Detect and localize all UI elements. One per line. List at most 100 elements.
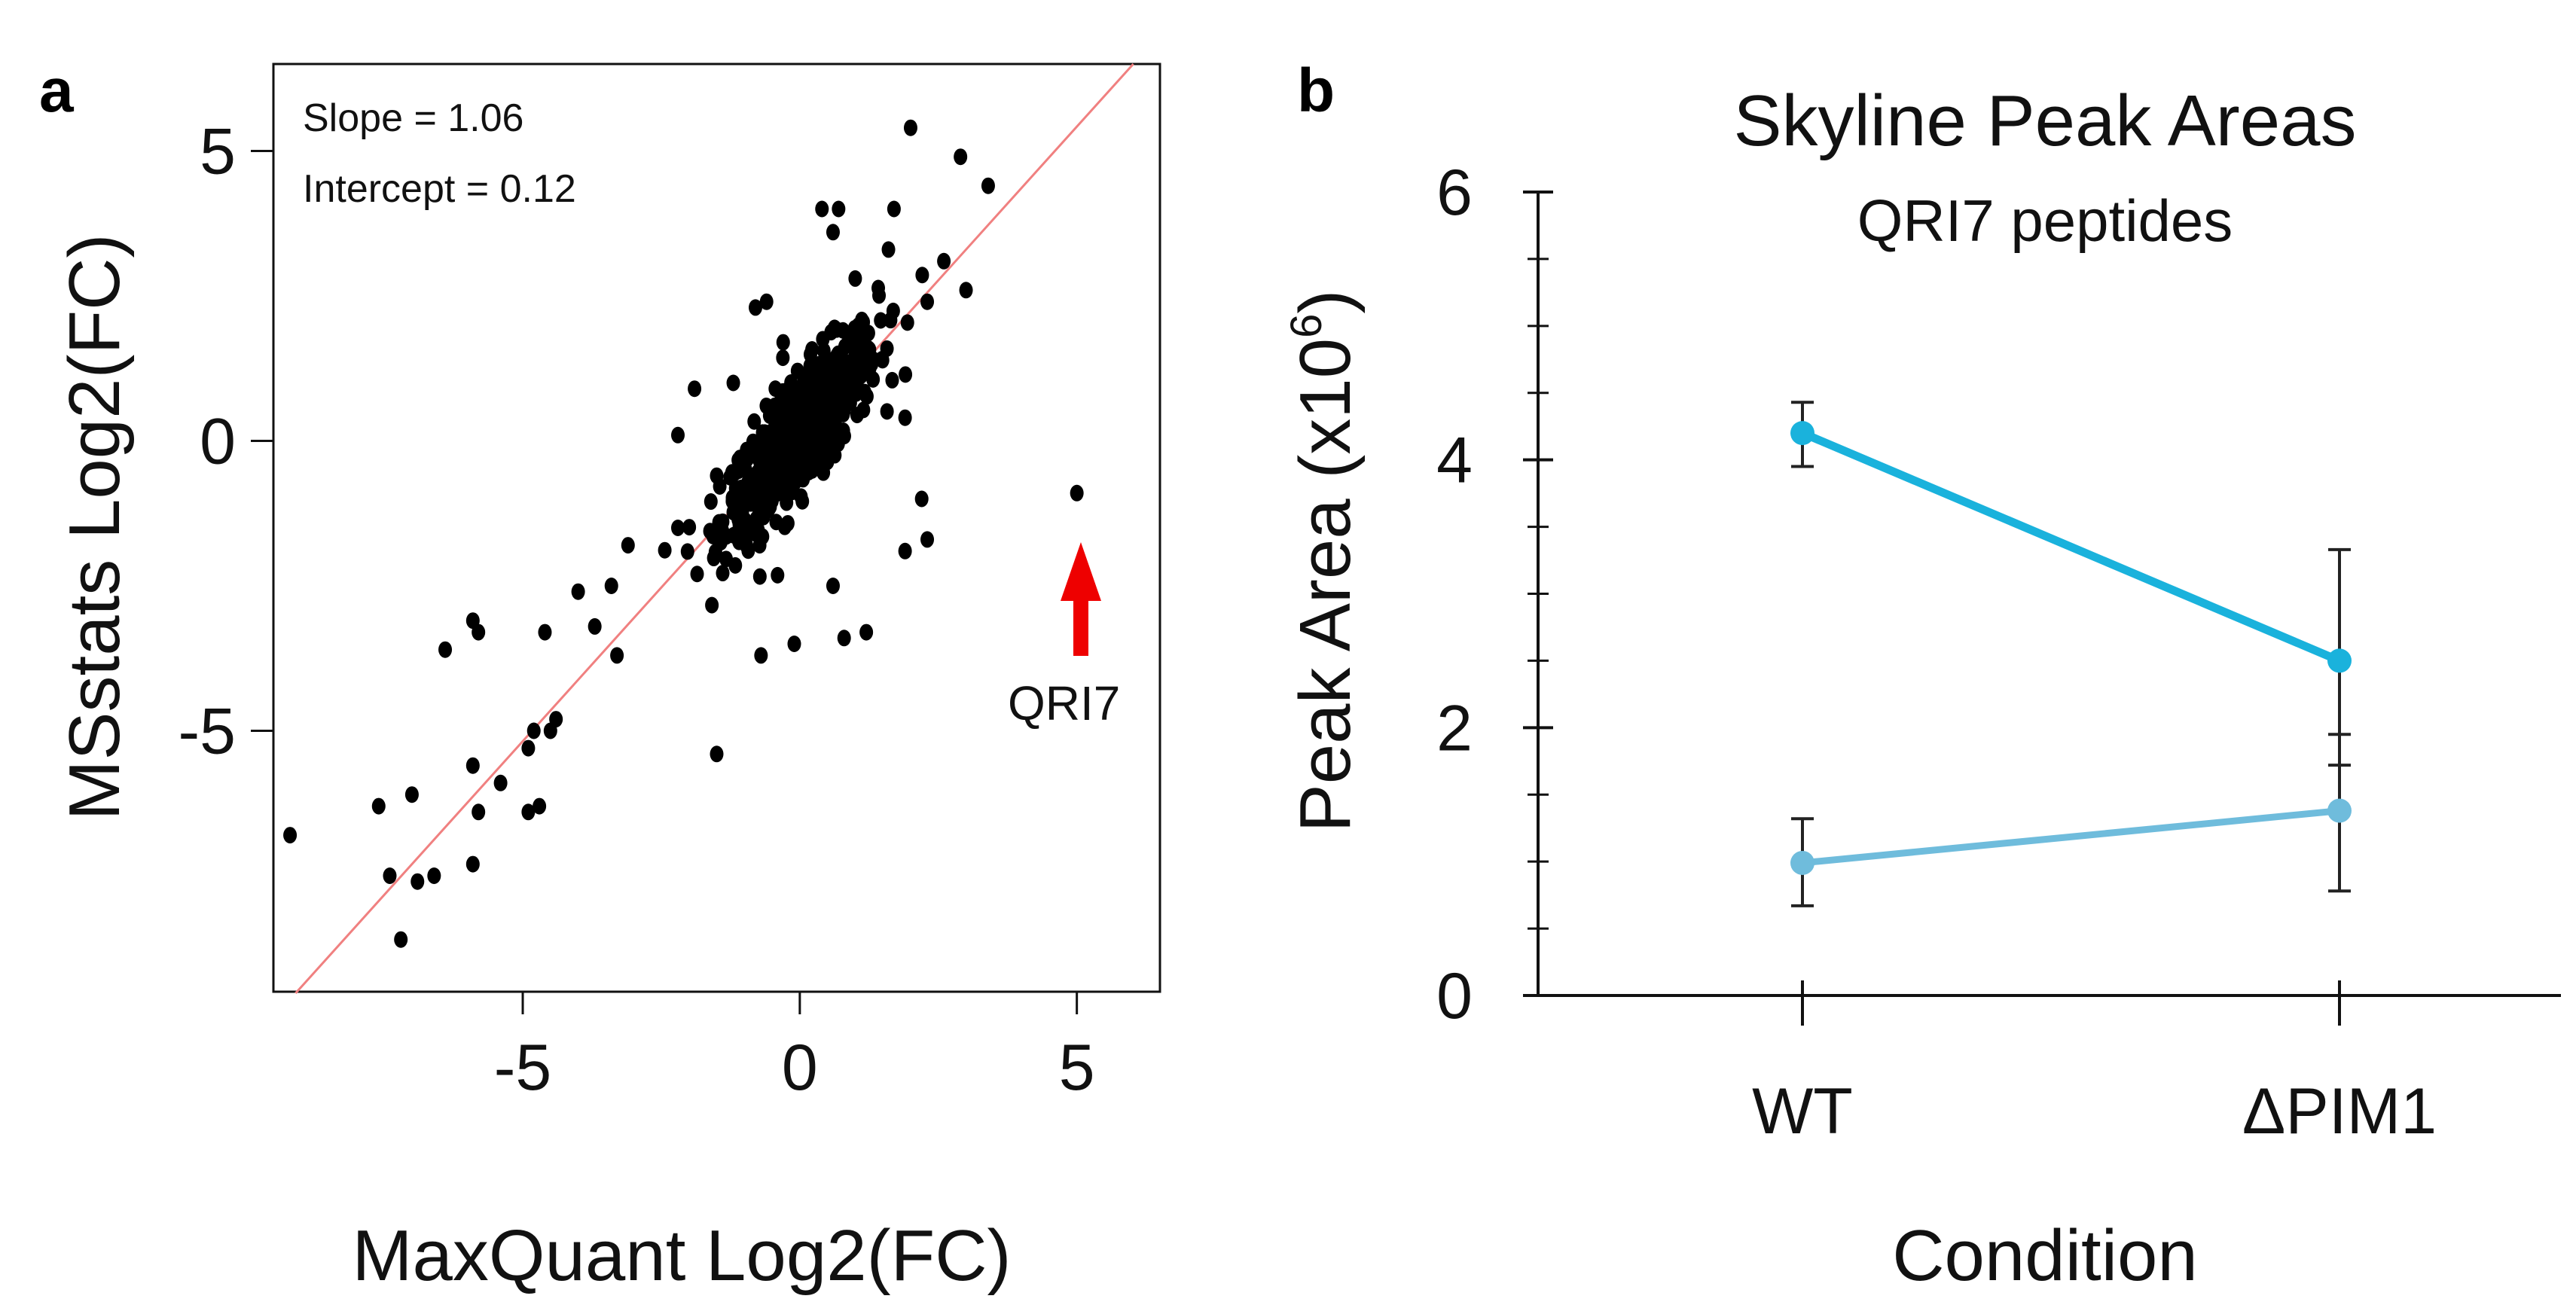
scatter-point: [465, 855, 480, 873]
plot-a-frame: [272, 63, 1161, 993]
panel-b-letter: b: [1297, 56, 1335, 125]
scatter-point: [875, 352, 890, 369]
scatter-point: [777, 407, 792, 424]
scatter-point: [748, 299, 762, 316]
y-tick-label-b: 0: [1436, 960, 1473, 1032]
scatter-point: [794, 395, 808, 413]
scatter-point: [658, 541, 672, 559]
scatter-point: [884, 312, 898, 329]
scatter-point: [832, 200, 846, 218]
qri7-label: QRI7: [1008, 676, 1120, 730]
scatter-point: [783, 480, 797, 497]
scatter-point: [716, 565, 730, 582]
scatter-point: [571, 583, 585, 600]
series-2: [1790, 733, 2352, 907]
scatter-point: [813, 355, 827, 373]
scatter-point: [283, 827, 298, 844]
chart-title-b: Skyline Peak Areas: [1733, 81, 2356, 161]
scatter-point: [898, 409, 912, 426]
scatter-point: [682, 519, 697, 536]
y-tick-label-a: -5: [179, 696, 236, 768]
scatter-point: [754, 647, 768, 664]
series-point: [1790, 850, 1814, 875]
scatter-point: [610, 647, 624, 664]
panel-b: b Skyline Peak Areas QRI7 peptides 0246 …: [1282, 56, 2561, 1296]
x-tick-label-a: 5: [1059, 1032, 1095, 1104]
scatter-point: [816, 331, 830, 348]
series-point: [2327, 798, 2352, 823]
scatter-points: [283, 119, 1084, 948]
scatter-point: [747, 413, 762, 430]
scatter-point: [837, 630, 851, 647]
scatter-point: [521, 803, 536, 821]
scatter-point: [738, 532, 752, 550]
scatter-point: [472, 803, 486, 821]
scatter-point: [789, 468, 804, 485]
scatter-point: [712, 526, 726, 543]
scatter-point: [959, 282, 973, 299]
series-point: [2327, 648, 2352, 673]
scatter-point: [690, 566, 704, 583]
scatter-point: [761, 484, 775, 502]
scatter-point: [900, 314, 914, 331]
scatter-point: [543, 722, 557, 739]
scatter-point: [856, 331, 870, 348]
scatter-point: [588, 617, 602, 635]
y-tick-label-a: 5: [200, 116, 236, 188]
scatter-point: [795, 492, 810, 510]
y-tick-label-a: 0: [200, 406, 236, 478]
scatter-point: [920, 293, 935, 310]
scatter-point: [472, 623, 486, 641]
plot-b-series: [1790, 401, 2352, 907]
scatter-point: [712, 514, 726, 531]
scatter-point: [887, 200, 901, 218]
scatter-point: [798, 419, 812, 437]
scatter-point: [826, 578, 840, 594]
scatter-point: [671, 520, 685, 536]
scatter-point: [881, 241, 896, 258]
scatter-point: [776, 349, 790, 367]
scatter-point: [521, 739, 536, 757]
scatter-point: [828, 368, 842, 386]
scatter-point: [809, 368, 823, 386]
x-tick-label-a: -5: [494, 1032, 551, 1104]
series-1: [1790, 401, 2352, 767]
scatter-point: [823, 352, 837, 370]
scatter-point: [621, 537, 635, 554]
y-tick-label-b: 6: [1436, 157, 1473, 229]
scatter-point: [394, 931, 408, 948]
scatter-point: [731, 462, 746, 480]
x-tick-label-b: ΔPIM1: [2242, 1075, 2437, 1148]
scatter-point: [493, 774, 508, 791]
scatter-point: [671, 426, 685, 444]
scatter-point: [710, 467, 724, 484]
scatter-point: [981, 177, 995, 194]
scatter-point: [383, 867, 397, 884]
scatter-point: [754, 450, 768, 467]
scatter-point: [740, 450, 754, 468]
qri7-arrow: [1061, 542, 1101, 656]
scatter-point: [759, 293, 774, 310]
scatter-point: [726, 374, 740, 392]
scatter-point: [707, 550, 721, 567]
panel-a-letter: a: [39, 56, 75, 125]
scatter-point: [816, 464, 831, 481]
scatter-point: [786, 425, 801, 442]
scatter-point: [771, 427, 785, 444]
plot-a-ticks: -5 0 5 -5 0 5: [179, 116, 1095, 1105]
scatter-point: [848, 270, 862, 287]
scatter-point: [880, 403, 894, 420]
scatter-point: [753, 465, 768, 483]
scatter-point: [954, 148, 968, 166]
scatter-point: [903, 119, 917, 136]
scatter-point: [604, 578, 618, 594]
scatter-point: [805, 341, 819, 358]
scatter-point: [688, 380, 702, 398]
scatter-point: [771, 566, 785, 584]
scatter-point: [871, 279, 886, 297]
scatter-point: [937, 252, 951, 270]
scatter-point: [885, 371, 899, 389]
scatter-point: [776, 383, 790, 400]
x-axis-title-b: Condition: [1892, 1215, 2198, 1296]
x-tick-label-a: 0: [782, 1032, 818, 1104]
